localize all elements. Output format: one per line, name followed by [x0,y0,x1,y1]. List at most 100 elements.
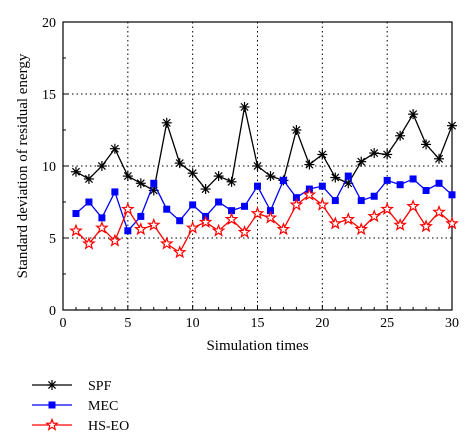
legend-label: SPF [88,379,112,394]
data-point [317,149,328,160]
legend-label: HS-EO [88,419,129,434]
data-point [133,222,148,236]
data-point [434,153,445,164]
data-point [124,227,132,235]
data-point [98,214,106,222]
data-point [213,171,224,182]
data-point [432,204,446,218]
series-mec [72,172,456,235]
data-point [189,201,197,209]
data-point [395,130,406,141]
y-tick-label: 15 [42,88,56,103]
data-point [406,199,420,213]
data-point [239,101,250,112]
data-point [200,184,211,195]
data-point [198,214,213,229]
data-point [109,143,120,154]
data-point [435,179,443,187]
legend-item: MEC [32,399,118,414]
x-axis-label: Simulation times [206,338,308,354]
data-point [354,222,369,236]
data-point [263,210,278,224]
data-point [226,176,237,187]
data-point [228,207,236,215]
data-point [135,178,146,189]
data-point [254,182,261,190]
y-tick-label: 20 [42,16,56,31]
series-line [75,174,453,233]
data-point [187,168,198,179]
data-point [96,161,107,171]
data-point [150,179,158,187]
legend-label: MEC [88,399,118,414]
data-point [72,210,80,218]
data-point [370,192,378,200]
data-point [276,222,291,236]
data-point [185,220,200,234]
data-point [95,220,109,234]
data-point [396,181,404,189]
data-point [241,202,249,210]
x-tick-label: 10 [186,316,200,331]
data-point [422,186,430,194]
x-tick-label: 0 [60,316,67,331]
data-point [211,223,226,237]
data-point [82,236,96,250]
data-point [176,217,184,225]
data-point [409,175,417,183]
series-line [75,106,453,192]
data-point [265,171,276,182]
y-tick-label: 5 [49,232,56,247]
data-point [69,223,83,237]
legend-marker [45,417,59,431]
x-tick-label: 30 [445,316,459,331]
data-point [357,197,365,205]
data-point [382,149,393,160]
y-tick-label: 10 [42,160,56,175]
data-point [120,201,135,216]
data-point [291,125,302,135]
legend-marker [48,401,56,409]
data-point [304,159,315,170]
data-point [122,171,133,182]
data-point [137,212,145,220]
data-point [380,201,395,216]
data-point [393,217,407,231]
data-point [289,197,304,211]
y-tick-label: 0 [49,304,56,319]
legend-item: SPF [32,379,112,394]
data-point [318,182,326,190]
x-tick-label: 5 [124,316,131,331]
data-point [367,209,382,223]
data-point [302,187,317,201]
data-point [419,219,433,233]
data-point [330,172,341,183]
axis-ticks: 0 5 10 15 20 25 30 0 5 10 15 20 [42,16,459,331]
data-point [70,166,81,177]
data-point [356,156,367,167]
data-point [174,158,185,169]
data-point [111,188,119,196]
legend: SPF MEC HS-EO [32,379,129,434]
data-point [163,205,171,213]
data-point [315,197,330,211]
y-axis-label: Standard deviation of residual energy [15,53,31,278]
series-hs-eo [69,187,459,259]
data-point [279,176,287,184]
data-point [172,245,187,259]
data-point [445,216,459,230]
data-point [224,212,239,226]
data-point [215,198,223,206]
data-point [344,172,352,180]
x-tick-label: 25 [380,316,394,331]
x-tick-label: 15 [251,316,265,331]
data-point [161,117,172,128]
x-tick-label: 20 [315,316,329,331]
data-point [328,216,343,230]
data-point [448,191,456,199]
series-spf [70,101,457,196]
data-point [85,198,93,206]
data-point [159,236,174,250]
data-point [146,217,161,231]
